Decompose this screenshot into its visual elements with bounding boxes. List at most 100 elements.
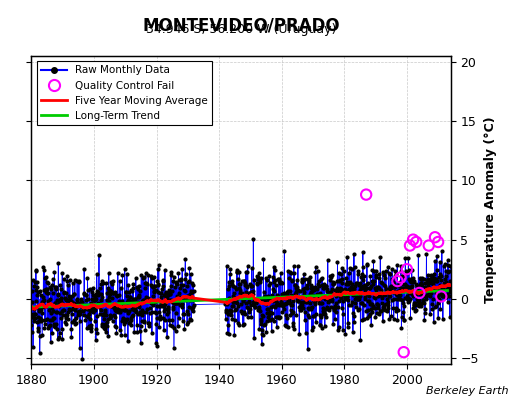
Point bbox=[238, 298, 247, 304]
Point bbox=[84, 322, 93, 329]
Point bbox=[364, 312, 373, 319]
Point bbox=[126, 294, 134, 300]
Point bbox=[245, 299, 253, 305]
Point bbox=[293, 286, 302, 293]
Point bbox=[351, 300, 359, 306]
Point bbox=[59, 290, 68, 297]
Point bbox=[91, 307, 100, 313]
Point bbox=[440, 291, 449, 297]
Point bbox=[138, 298, 147, 304]
Point bbox=[404, 255, 412, 261]
Point bbox=[333, 259, 342, 266]
Point bbox=[159, 315, 168, 322]
Point bbox=[394, 283, 402, 289]
Point bbox=[79, 306, 88, 312]
Point bbox=[277, 279, 285, 286]
Point bbox=[124, 281, 133, 288]
Point bbox=[160, 292, 169, 298]
Point bbox=[376, 254, 385, 260]
Point bbox=[180, 325, 189, 332]
Point bbox=[30, 314, 39, 321]
Point bbox=[230, 290, 238, 296]
Text: 34.946 S, 56.200 W (Uruguay): 34.946 S, 56.200 W (Uruguay) bbox=[146, 23, 336, 36]
Point bbox=[145, 322, 154, 329]
Point bbox=[84, 296, 92, 302]
Point bbox=[317, 314, 325, 321]
Point bbox=[391, 271, 400, 277]
Point bbox=[421, 310, 429, 316]
Point bbox=[297, 299, 305, 306]
Point bbox=[30, 305, 38, 312]
Point bbox=[98, 278, 106, 284]
Point bbox=[321, 323, 329, 330]
Point bbox=[386, 271, 395, 277]
Point bbox=[113, 293, 122, 300]
Point bbox=[102, 312, 110, 319]
Point bbox=[268, 292, 276, 298]
Point bbox=[144, 295, 152, 301]
Point bbox=[352, 304, 360, 311]
Point bbox=[431, 234, 439, 240]
Point bbox=[295, 304, 303, 310]
Point bbox=[94, 299, 103, 306]
Point bbox=[106, 314, 114, 321]
Point bbox=[332, 300, 340, 306]
Point bbox=[250, 277, 258, 283]
Point bbox=[398, 285, 407, 292]
Point bbox=[270, 288, 278, 294]
Point bbox=[228, 316, 237, 322]
Point bbox=[418, 300, 426, 307]
Point bbox=[330, 304, 339, 311]
Point bbox=[75, 308, 83, 314]
Point bbox=[179, 310, 187, 317]
Point bbox=[282, 322, 291, 329]
Point bbox=[235, 285, 243, 292]
Point bbox=[185, 316, 194, 322]
Point bbox=[378, 269, 387, 276]
Point bbox=[426, 310, 434, 317]
Point bbox=[424, 281, 433, 287]
Point bbox=[407, 276, 415, 282]
Point bbox=[224, 286, 232, 292]
Point bbox=[49, 276, 57, 282]
Point bbox=[267, 294, 275, 301]
Point bbox=[362, 308, 370, 314]
Point bbox=[58, 336, 67, 343]
Point bbox=[83, 287, 92, 293]
Point bbox=[381, 292, 389, 298]
Point bbox=[260, 299, 269, 305]
Point bbox=[286, 299, 294, 306]
Point bbox=[51, 284, 59, 290]
Point bbox=[275, 302, 283, 308]
Point bbox=[346, 289, 355, 296]
Point bbox=[363, 262, 371, 268]
Point bbox=[131, 296, 139, 302]
Point bbox=[402, 292, 411, 299]
Point bbox=[137, 311, 146, 317]
Point bbox=[342, 296, 350, 302]
Point bbox=[104, 289, 113, 296]
Point bbox=[297, 302, 305, 308]
Point bbox=[262, 328, 270, 335]
Text: Berkeley Earth: Berkeley Earth bbox=[426, 386, 508, 396]
Point bbox=[307, 289, 315, 295]
Point bbox=[72, 320, 80, 326]
Point bbox=[381, 286, 390, 292]
Point bbox=[187, 288, 195, 294]
Point bbox=[395, 292, 403, 299]
Point bbox=[278, 308, 287, 315]
Point bbox=[390, 280, 398, 287]
Point bbox=[181, 297, 190, 304]
Point bbox=[340, 268, 348, 274]
Point bbox=[176, 296, 184, 303]
Point bbox=[337, 286, 345, 292]
Point bbox=[260, 294, 269, 300]
Point bbox=[368, 302, 377, 309]
Point bbox=[37, 304, 45, 310]
Point bbox=[72, 301, 81, 307]
Point bbox=[168, 298, 176, 305]
Point bbox=[402, 295, 411, 302]
Point bbox=[126, 294, 134, 300]
Point bbox=[392, 304, 401, 311]
Point bbox=[249, 296, 258, 302]
